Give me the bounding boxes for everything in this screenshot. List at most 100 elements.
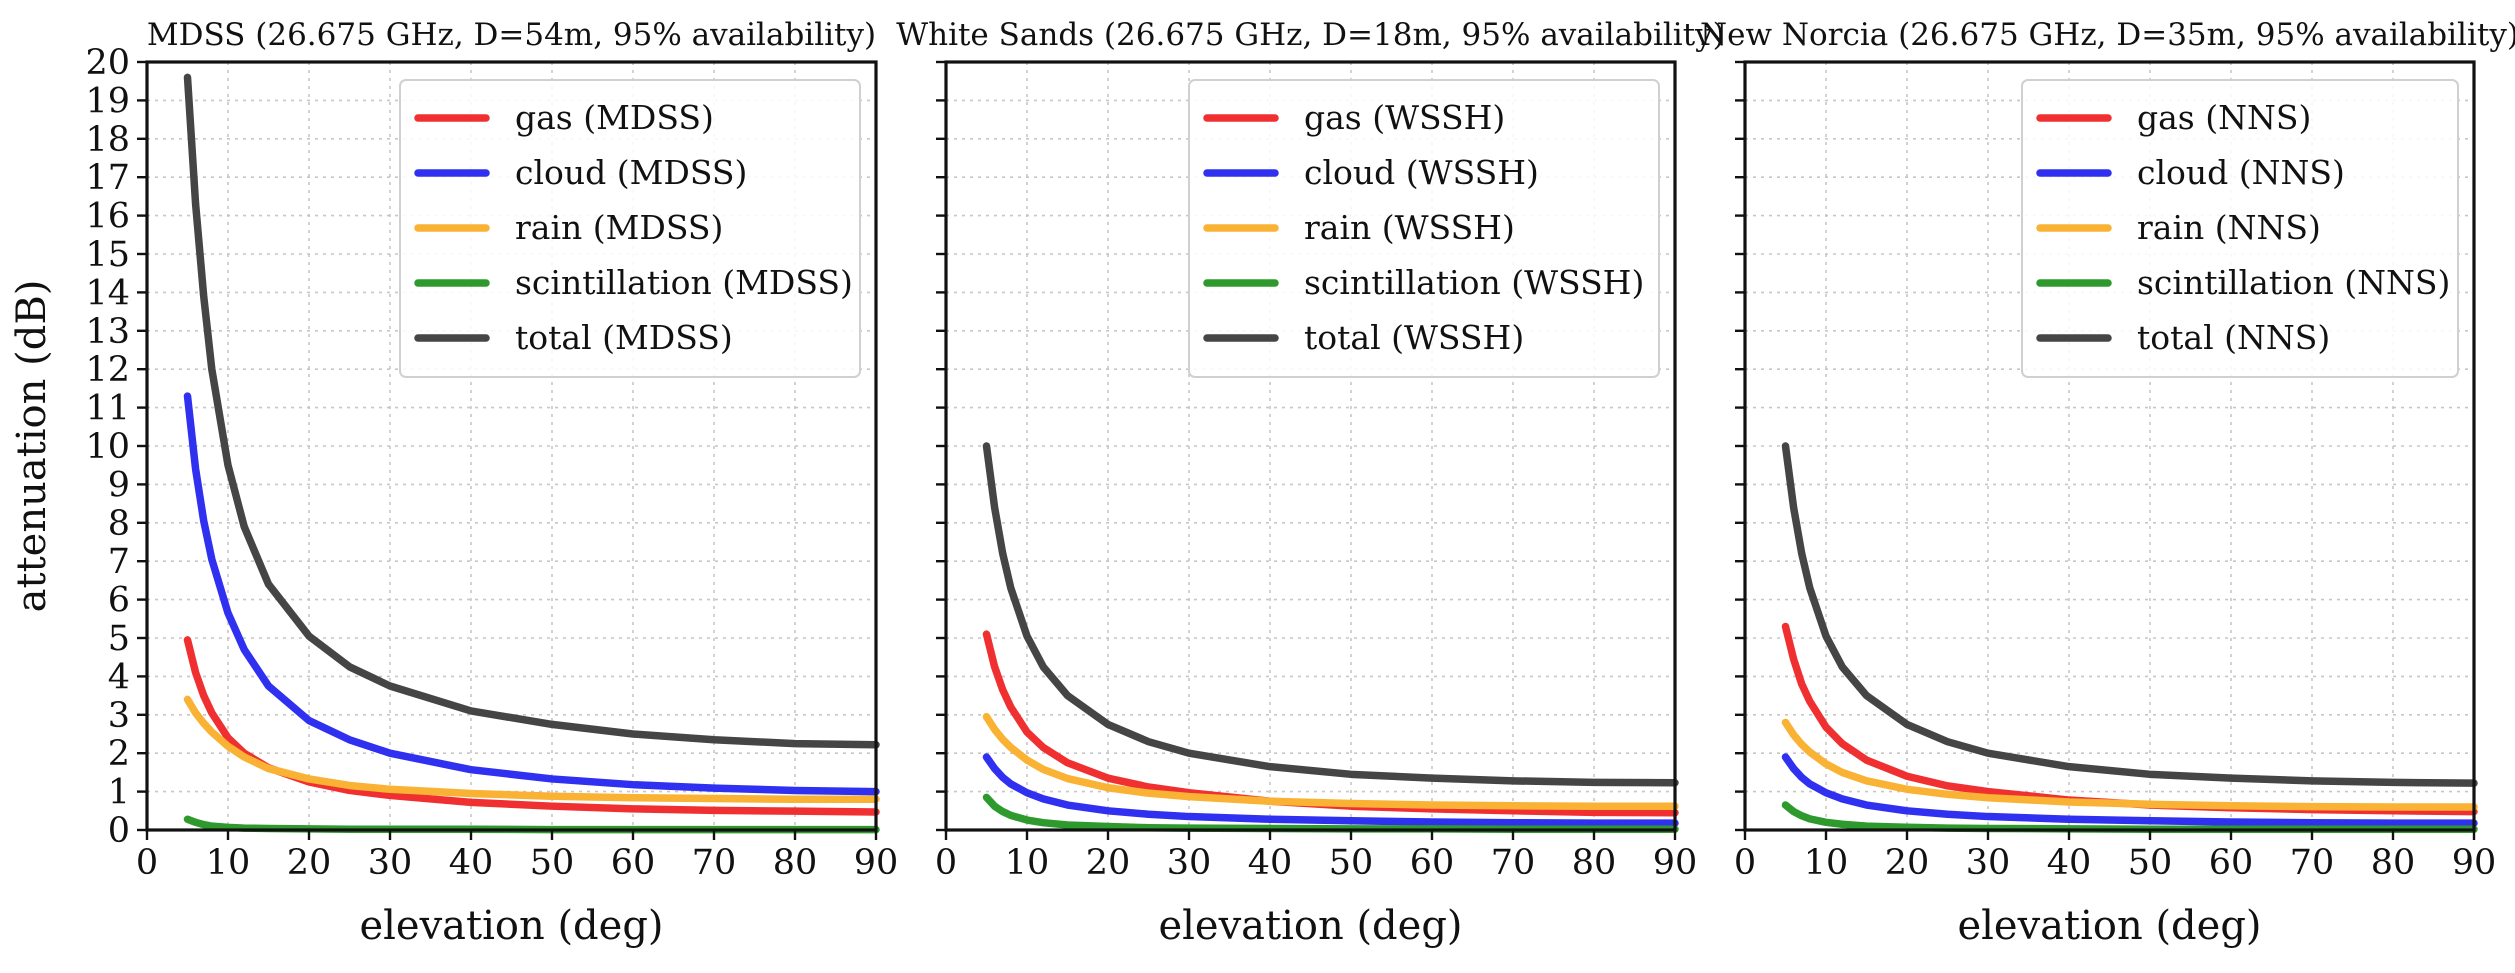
series-line	[1781, 442, 2478, 787]
x-tick-label: 30	[368, 843, 413, 883]
series-line	[1781, 718, 2478, 811]
series-line	[982, 630, 1679, 817]
legend-label: gas (MDSS)	[515, 98, 714, 137]
y-axis-label: attenuation (dB)	[9, 280, 55, 613]
legend-item: gas (WSSH)	[1203, 98, 1505, 137]
x-tick-label: 90	[2452, 843, 2497, 883]
y-tick-label: 7	[108, 542, 130, 582]
y-tick-label: 17	[85, 158, 130, 198]
x-tick-label: 70	[692, 843, 737, 883]
y-tick-label: 2	[108, 734, 130, 774]
panel-title: MDSS (26.675 GHz, D=54m, 95% availabilit…	[147, 17, 876, 53]
x-tick-label: 60	[1410, 843, 1455, 883]
legend-item: gas (MDSS)	[414, 98, 714, 137]
x-tick-label: 0	[1734, 843, 1756, 883]
x-tick-label: 10	[1005, 843, 1050, 883]
legend-item: cloud (WSSH)	[1203, 153, 1539, 192]
x-axis-label: elevation (deg)	[359, 903, 663, 949]
x-tick-label: 50	[2128, 843, 2173, 883]
legend-box	[2021, 79, 2459, 378]
x-tick-label: 30	[1167, 843, 1212, 883]
x-tick-label: 40	[449, 843, 494, 883]
chart-panel-3: 0 10 20 30 40 50 60 70 80 90 elevation (deg) New No…	[1700, 17, 2515, 949]
series-line	[982, 712, 1679, 810]
y-tick-label: 14	[85, 273, 130, 313]
legend-box	[399, 79, 861, 378]
x-tick-label: 20	[1086, 843, 1131, 883]
x-axis-label: elevation (deg)	[1957, 903, 2261, 949]
series-line	[183, 815, 880, 834]
series-line	[982, 442, 1679, 787]
legend-label: scintillation (NNS)	[2137, 263, 2450, 302]
x-tick-label: 10	[1804, 843, 1849, 883]
chart-panel-1: 0 10 20 30 40 50 60 70 80 90012345678910111213141…	[9, 17, 898, 949]
legend-item: rain (MDSS)	[414, 208, 723, 247]
x-tick-label: 90	[1653, 843, 1698, 883]
x-tick-label: 70	[1491, 843, 1536, 883]
y-tick-label: 9	[108, 465, 130, 505]
legend-item: scintillation (MDSS)	[414, 263, 853, 302]
y-tick-label: 3	[108, 696, 130, 736]
y-tick-label: 16	[85, 197, 130, 237]
y-tick-label: 20	[85, 43, 130, 83]
legend: gas (WSSH) cloud (WSSH) rain (WSSH) scintil…	[1188, 79, 1660, 378]
y-tick-label: 5	[108, 619, 130, 659]
y-tick-label: 12	[85, 350, 130, 390]
x-tick-label: 60	[2209, 843, 2254, 883]
x-tick-label: 60	[611, 843, 656, 883]
legend-label: gas (NNS)	[2137, 98, 2311, 137]
legend-item: cloud (NNS)	[2036, 153, 2345, 192]
y-tick-label: 19	[85, 81, 130, 121]
legend-item: cloud (MDSS)	[414, 153, 747, 192]
series-line	[982, 753, 1679, 827]
legend-label: rain (MDSS)	[515, 208, 723, 247]
legend-item: rain (NNS)	[2036, 208, 2321, 247]
legend-box	[1188, 79, 1660, 378]
x-tick-label: 50	[530, 843, 575, 883]
legend-item: total (MDSS)	[414, 318, 733, 357]
legend: gas (MDSS) cloud (MDSS) rain (MDSS) scintil…	[399, 79, 861, 378]
y-tick-label: 4	[108, 657, 130, 697]
legend-item: gas (NNS)	[2036, 98, 2311, 137]
chart-panel-2: 0 10 20 30 40 50 60 70 80 90 elevation (deg) White …	[896, 17, 1725, 949]
x-tick-label: 70	[2290, 843, 2335, 883]
x-tick-label: 80	[1572, 843, 1617, 883]
y-tick-label: 0	[108, 811, 130, 851]
legend-item: scintillation (NNS)	[2036, 263, 2450, 302]
panel-title: New Norcia (26.675 GHz, D=35m, 95% avail…	[1700, 17, 2515, 53]
x-axis-label: elevation (deg)	[1158, 903, 1462, 949]
y-tick-label: 18	[85, 120, 130, 160]
x-tick-label: 20	[287, 843, 332, 883]
y-tick-label: 15	[85, 235, 130, 275]
legend-label: cloud (MDSS)	[515, 153, 747, 192]
legend-item: total (WSSH)	[1203, 318, 1524, 357]
x-tick-label: 0	[136, 843, 158, 883]
series-line	[183, 392, 880, 796]
series-line	[1781, 753, 2478, 827]
panel-title: White Sands (26.675 GHz, D=18m, 95% avai…	[896, 17, 1725, 53]
x-tick-label: 30	[1966, 843, 2011, 883]
x-tick-label: 40	[2047, 843, 2092, 883]
y-tick-label: 11	[85, 389, 130, 429]
series-line	[183, 73, 880, 749]
legend-label: total (WSSH)	[1304, 318, 1524, 357]
x-tick-label: 80	[2371, 843, 2416, 883]
legend-label: total (NNS)	[2137, 318, 2330, 357]
legend-label: rain (NNS)	[2137, 208, 2321, 247]
x-tick-label: 0	[935, 843, 957, 883]
series-line	[183, 636, 880, 816]
legend-label: scintillation (MDSS)	[515, 263, 853, 302]
x-tick-label: 50	[1329, 843, 1374, 883]
legend: gas (NNS) cloud (NNS) rain (NNS) scintillat…	[2021, 79, 2459, 378]
legend-label: total (MDSS)	[515, 318, 733, 357]
legend-label: gas (WSSH)	[1304, 98, 1505, 137]
y-tick-label: 8	[108, 504, 130, 544]
x-tick-label: 80	[773, 843, 818, 883]
legend-label: cloud (WSSH)	[1304, 153, 1539, 192]
legend-item: scintillation (WSSH)	[1203, 263, 1644, 302]
legend-item: total (NNS)	[2036, 318, 2330, 357]
y-tick-label: 13	[85, 312, 130, 352]
legend-label: rain (WSSH)	[1304, 208, 1515, 247]
x-tick-label: 20	[1885, 843, 1930, 883]
